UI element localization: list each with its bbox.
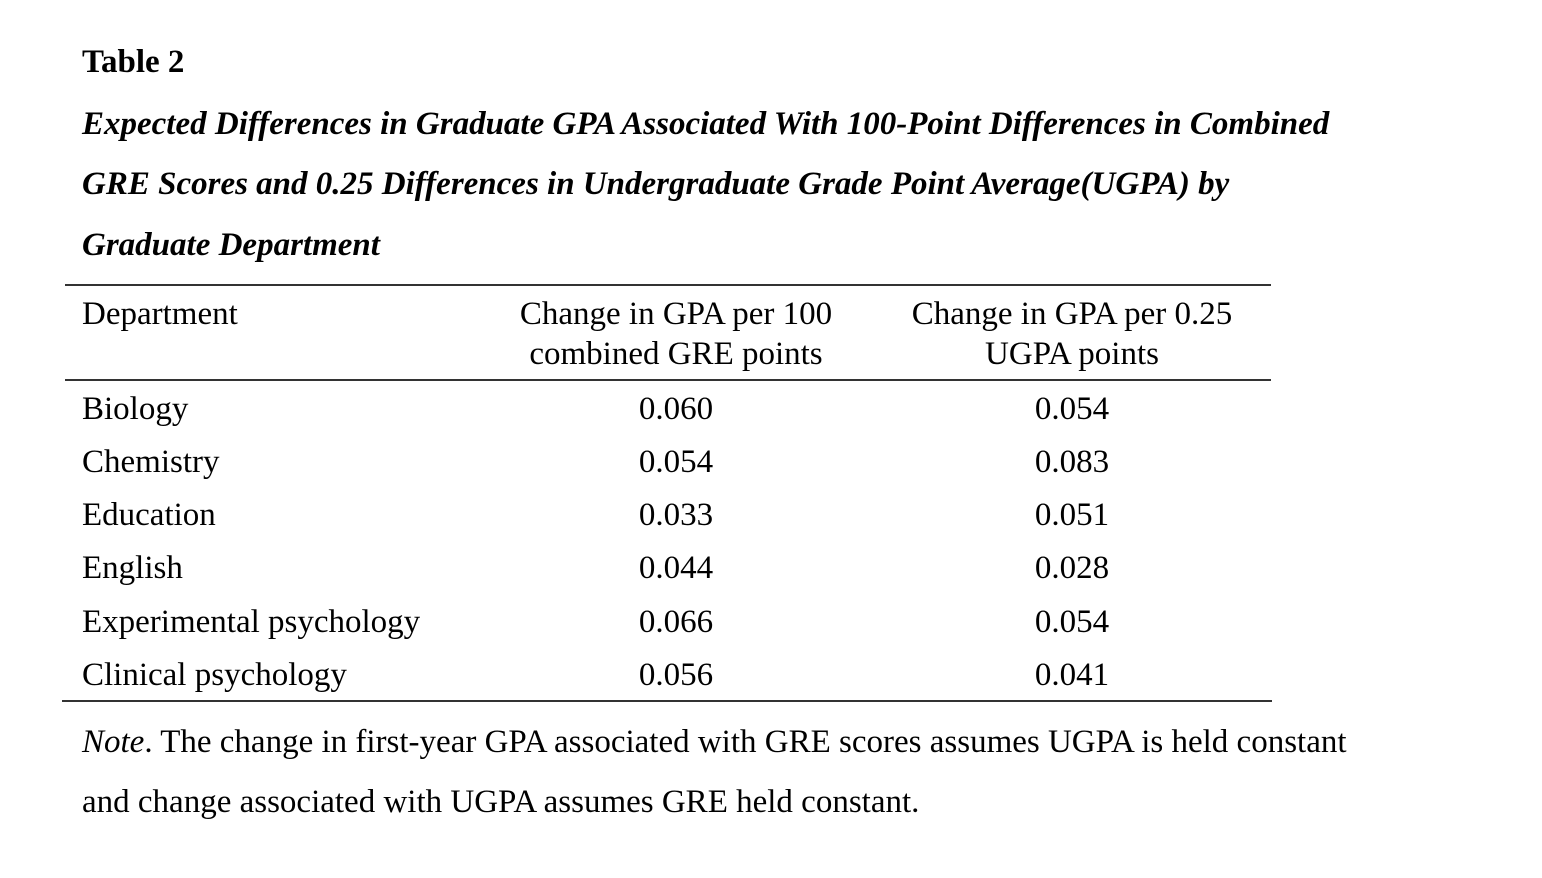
caption-line: Graduate Department [82,227,380,263]
cell-gre: 0.033 [638,497,714,533]
cell-ugpa: 0.083 [1034,444,1110,480]
table-bottom-rule [62,700,1272,702]
cell-gre: 0.066 [638,604,714,640]
cell-department: Clinical psychology [82,657,347,693]
table-header-rule [65,379,1271,381]
cell-department: Education [82,497,216,533]
cell-department: Experimental psychology [82,604,421,640]
caption-line: GRE Scores and 0.25 Differences in Under… [82,166,1230,202]
note-text: The change in first-year GPA associated … [160,724,1347,760]
column-header-gre-line: Change in GPA per 100 [519,296,833,332]
cell-department: English [82,550,183,586]
column-header-ugpa-line: Change in GPA per 0.25 [911,296,1233,332]
note-line: and change associated with UGPA assumes … [82,784,920,820]
cell-gre: 0.044 [638,550,714,586]
cell-ugpa: 0.051 [1034,497,1110,533]
cell-department: Chemistry [82,444,220,480]
cell-ugpa: 0.054 [1034,604,1110,640]
cell-ugpa: 0.054 [1034,391,1110,427]
table-label: Table 2 [82,44,185,80]
column-header-gre: Change in GPA per 100 combined GRE point… [476,294,876,374]
column-header-ugpa-line: UGPA points [985,336,1159,372]
cell-gre: 0.056 [638,657,714,693]
column-header-gre-line: combined GRE points [529,336,823,372]
caption-line: Expected Differences in Graduate GPA Ass… [82,106,1330,142]
note-label: Note [82,724,145,760]
cell-ugpa: 0.028 [1034,550,1110,586]
column-header-department: Department [82,296,238,332]
cell-department: Biology [82,391,189,427]
cell-gre: 0.060 [638,391,714,427]
table-top-rule [65,284,1271,286]
cell-ugpa: 0.041 [1034,657,1110,693]
column-header-ugpa: Change in GPA per 0.25 UGPA points [872,294,1272,374]
cell-gre: 0.054 [638,444,714,480]
note-line: Note. The change in first-year GPA assoc… [82,724,1347,760]
